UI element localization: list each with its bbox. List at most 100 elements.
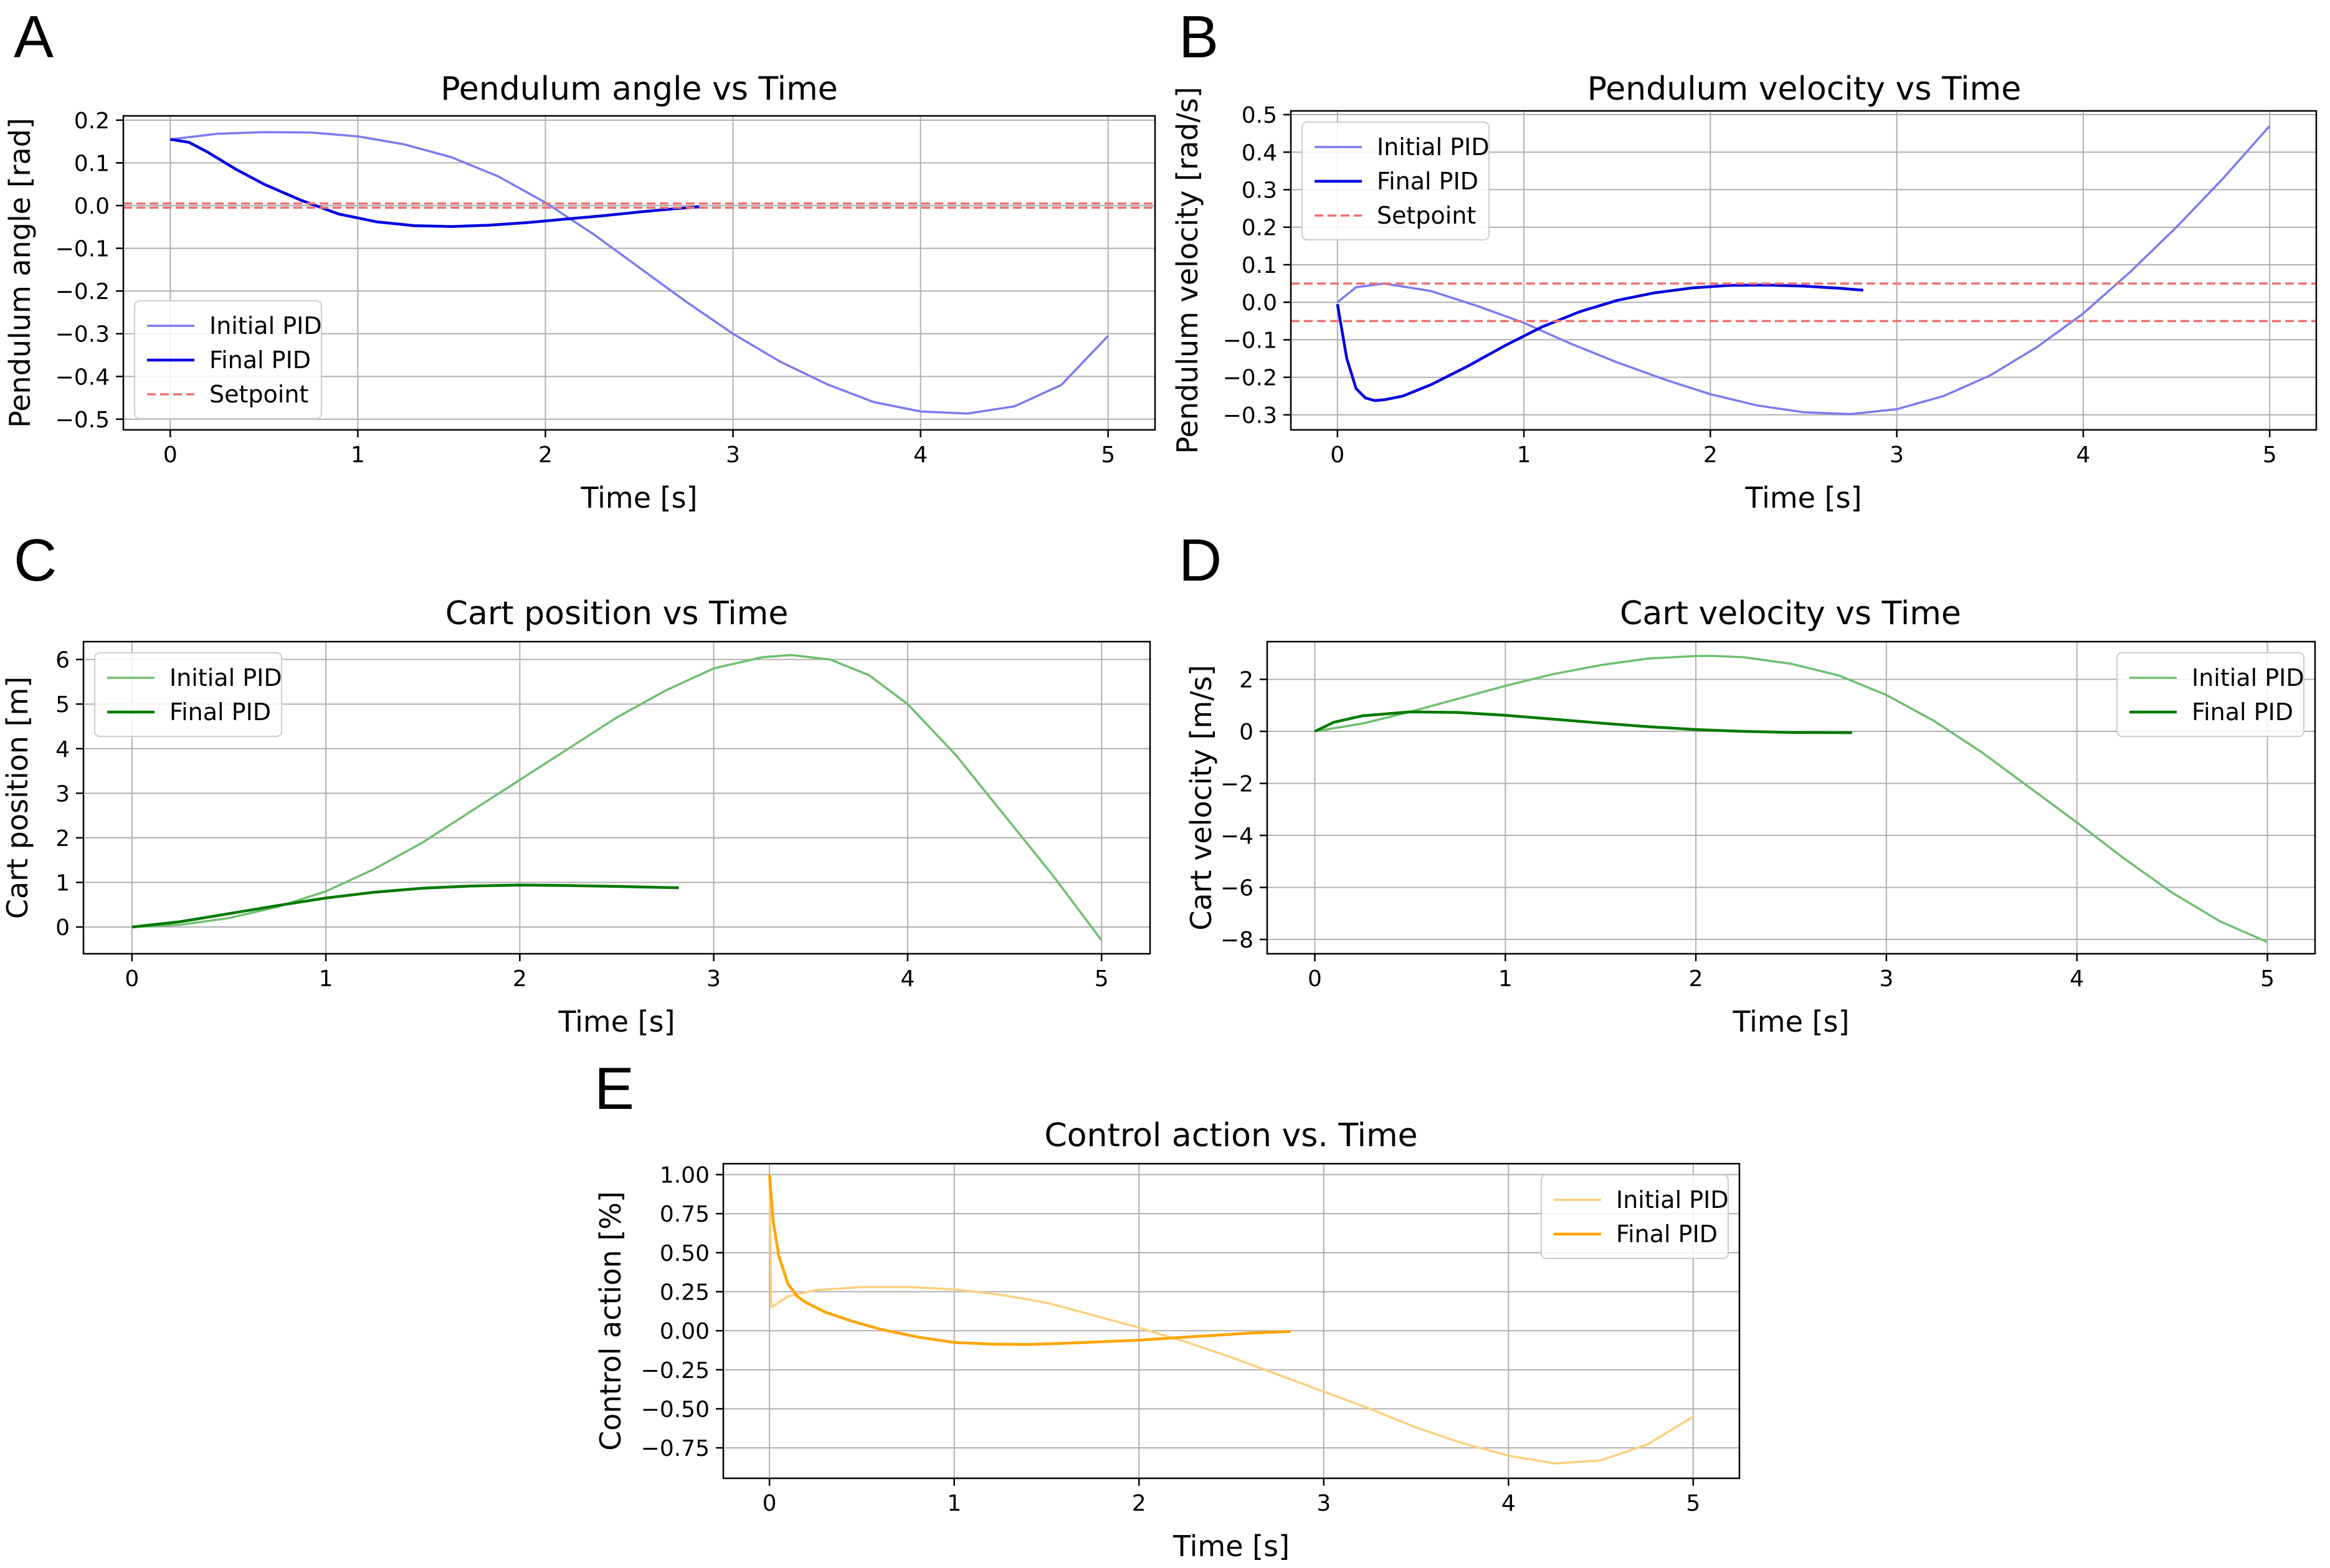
x-tick-label: 0	[763, 1491, 777, 1516]
x-tick-label: 5	[1101, 442, 1115, 468]
series-final-pid-line	[169, 138, 700, 228]
x-tick-label: 3	[1890, 442, 1904, 468]
y-axis-label: Pendulum angle [rad]	[3, 118, 37, 428]
y-tick-label: −0.4	[55, 364, 110, 390]
series-initial-pid-line	[768, 1174, 1694, 1465]
x-tick-label: 5	[2263, 442, 2277, 468]
chart-title: Control action vs. Time	[1044, 1117, 1417, 1154]
legend-label: Initial PID	[169, 664, 282, 691]
y-tick-label: −0.2	[55, 279, 110, 305]
series-final-pid-line	[768, 1174, 1291, 1346]
legend-label: Final PID	[2192, 698, 2293, 726]
y-tick-label: 0.1	[1242, 253, 1277, 278]
panel-letter: D	[1179, 527, 1222, 594]
y-tick-label: 1.00	[660, 1163, 710, 1189]
legend-box	[134, 300, 322, 419]
x-tick-label: 4	[2076, 442, 2090, 468]
y-tick-label: 0	[1239, 720, 1253, 745]
legend: Initial PID Final PID	[2116, 652, 2304, 737]
panel-e: E Control action vs. Time 0 1 2 3 4 5 1.00 0.75 0.…	[594, 1055, 1741, 1563]
x-axis-label: Time [s]	[558, 1005, 675, 1038]
x-tick-label: 1	[1517, 442, 1531, 468]
x-tick-label: 4	[2070, 966, 2084, 992]
x-axis-label: Time [s]	[1172, 1529, 1290, 1563]
y-tick-label: −0.1	[55, 237, 110, 262]
y-tick-label: 0.25	[660, 1280, 710, 1306]
x-tick-label: 5	[1095, 966, 1109, 992]
y-tick-label: 0.3	[1242, 178, 1277, 203]
y-tick-label: 0.0	[1242, 290, 1277, 316]
x-tick-label: 1	[1498, 966, 1513, 992]
panel-b: B Pendulum velocity vs Time 0 1 2 3 4 5 0.5 0.4 0.…	[1171, 4, 2318, 515]
panel-d: D Cart velocity vs Time 0 1 2 3 4 5 2 0 −2 −4 −6 −8 Ti…	[1179, 527, 2316, 1038]
x-tick-label: 1	[319, 966, 333, 992]
y-tick-label: 2	[55, 826, 70, 852]
y-tick-label: −0.5	[55, 407, 110, 433]
y-tick-label: −2	[1220, 772, 1253, 797]
y-tick-label: −0.25	[641, 1358, 710, 1384]
x-tick-label: 0	[163, 442, 178, 468]
y-tick-label: 3	[55, 781, 70, 807]
legend-label: Final PID	[1616, 1220, 1718, 1248]
x-tick-label: 5	[2260, 966, 2275, 992]
x-tick-label: 3	[1879, 966, 1893, 992]
axes-frame	[122, 115, 1156, 431]
panel-a: A Pendulum angle vs Time 0 1 2 3 4 5 0.2 0.1 0.0 −0…	[3, 4, 1156, 515]
axes-frame	[1290, 110, 2318, 431]
x-tick-label: 3	[706, 966, 721, 992]
series-initial-pid-line	[1315, 655, 2268, 943]
panel-letter: E	[594, 1055, 634, 1122]
panel-letter: A	[14, 4, 54, 70]
x-tick-label: 3	[1316, 1491, 1331, 1516]
x-tick-label: 5	[1686, 1491, 1700, 1516]
y-axis-label: Cart velocity [m/s]	[1184, 665, 1218, 930]
y-tick-label: 0.0	[74, 194, 110, 219]
x-tick-label: 3	[726, 442, 740, 468]
y-tick-label: −0.1	[1223, 328, 1277, 353]
y-tick-label: 0.2	[74, 108, 110, 134]
x-tick-label: 4	[900, 966, 915, 992]
x-tick-label: 1	[947, 1491, 961, 1516]
legend-box	[2116, 652, 2304, 737]
y-tick-label: 4	[55, 737, 70, 763]
legend: Initial PID Final PID Setpoint	[134, 300, 322, 419]
panel-c: C Cart position vs Time 0 1 2 3 4 5 6 5 4 3 2 1 0 Time …	[1, 527, 1151, 1038]
axes-frame	[1266, 640, 2316, 955]
y-tick-label: 0.50	[660, 1241, 710, 1266]
legend: Initial PID Final PID Setpoint	[1301, 121, 1490, 240]
series-initial-pid-line	[170, 131, 1109, 415]
legend-box	[94, 652, 282, 737]
y-tick-label: 6	[55, 648, 70, 673]
x-axis-label: Time [s]	[580, 481, 697, 515]
y-tick-label: 0.00	[660, 1319, 710, 1344]
y-tick-label: −0.50	[641, 1397, 710, 1422]
x-tick-label: 2	[1703, 442, 1718, 468]
x-tick-label: 0	[125, 966, 139, 992]
legend-label: Final PID	[169, 698, 271, 726]
y-tick-label: 2	[1239, 668, 1253, 693]
panel-letter: B	[1179, 4, 1219, 70]
x-tick-label: 2	[538, 442, 553, 468]
y-tick-label: 0	[55, 915, 70, 941]
y-tick-label: 0.2	[1242, 216, 1277, 241]
series-final-pid-line	[131, 883, 679, 929]
y-axis-label: Cart position [m]	[1, 677, 34, 919]
series-initial-pid-line	[1336, 125, 2271, 416]
legend-label: Setpoint	[1377, 202, 1476, 229]
legend-label: Final PID	[1377, 168, 1478, 195]
axes-frame	[82, 640, 1151, 955]
x-axis-label: Time [s]	[1732, 1005, 1849, 1038]
axes-frame	[722, 1162, 1741, 1480]
y-axis-label: Pendulum velocity [rad/s]	[1171, 87, 1204, 454]
y-tick-label: −8	[1220, 928, 1253, 953]
y-tick-label: 5	[55, 692, 70, 718]
legend-label: Final PID	[209, 346, 311, 374]
legend-label: Initial PID	[209, 312, 322, 340]
x-tick-label: 2	[513, 966, 527, 992]
legend-label: Setpoint	[209, 381, 308, 408]
panel-letter: C	[14, 527, 57, 594]
x-tick-label: 2	[1132, 1491, 1146, 1516]
chart-title: Pendulum angle vs Time	[440, 70, 837, 108]
y-tick-label: 1	[55, 870, 70, 896]
